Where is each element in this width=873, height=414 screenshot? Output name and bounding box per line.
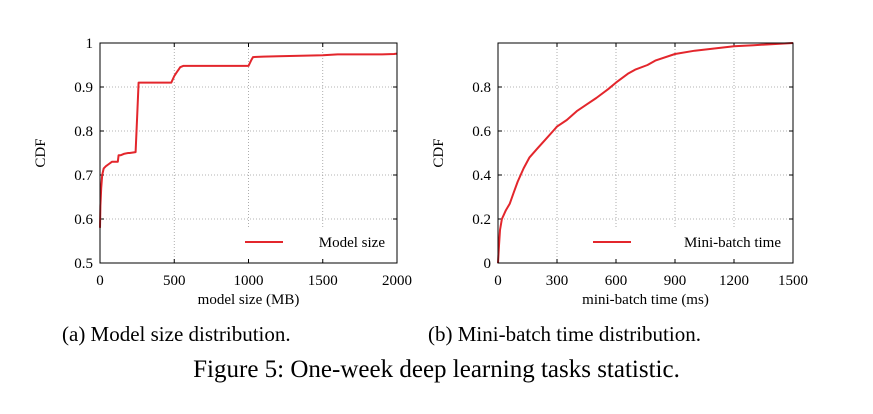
- y-tick-label: 0.9: [74, 80, 93, 96]
- caption-b: (b) Mini-batch time distribution.: [428, 322, 701, 346]
- x-axis-label: model size (MB): [198, 292, 300, 308]
- y-tick-label: 0.6: [472, 124, 491, 140]
- x-tick-label: 1000: [234, 273, 264, 289]
- x-axis-label: mini-batch time (ms): [582, 292, 709, 308]
- x-tick-label: 1500: [308, 273, 338, 289]
- y-tick-label: 0.6: [74, 212, 93, 228]
- figure: 0 500 1000 1500 2000 0.5 0.6 0.7 0.8 0.9 1 model si…: [33, 36, 808, 308]
- y-axis-label: CDF: [33, 138, 49, 167]
- x-tick-label: 1500: [778, 273, 808, 289]
- series-line: [99, 52, 398, 228]
- x-tick-label: 300: [546, 273, 569, 289]
- y-tick-label: 0.2: [472, 212, 491, 228]
- x-tick-label: 0: [96, 273, 104, 289]
- y-tick-label: 0.5: [74, 256, 93, 272]
- x-tick-label: 600: [605, 273, 628, 289]
- y-tick-label: 1: [86, 36, 94, 52]
- legend-label: Model size: [319, 235, 386, 251]
- y-tick-label: 0.7: [74, 168, 93, 184]
- x-tick-label: 0: [494, 273, 502, 289]
- x-tick-label: 2000: [382, 273, 412, 289]
- x-tick-label: 900: [664, 273, 687, 289]
- chart-model-size: 0 500 1000 1500 2000 0.5 0.6 0.7 0.8 0.9 1 model si…: [33, 36, 412, 308]
- series-line: [497, 42, 794, 264]
- y-tick-label: 0.8: [74, 124, 93, 140]
- y-tick-label: 0.8: [472, 80, 491, 96]
- y-tick-label: 0.4: [472, 168, 491, 184]
- chart-mini-batch-time: 0 300 600 900 1200 1500 0 0.2 0.4 0.6 0.8 mini-batc…: [431, 42, 808, 308]
- x-tick-label: 1200: [719, 273, 749, 289]
- plot-frame: [497, 42, 794, 264]
- legend-label: Mini-batch time: [684, 235, 781, 251]
- y-tick-label: 0: [484, 256, 492, 272]
- caption-a: (a) Model size distribution.: [62, 322, 291, 346]
- figure-title: Figure 5: One-week deep learning tasks s…: [193, 356, 680, 383]
- plot-frame: [99, 42, 398, 264]
- y-axis-label: CDF: [431, 138, 447, 167]
- x-tick-label: 500: [163, 273, 186, 289]
